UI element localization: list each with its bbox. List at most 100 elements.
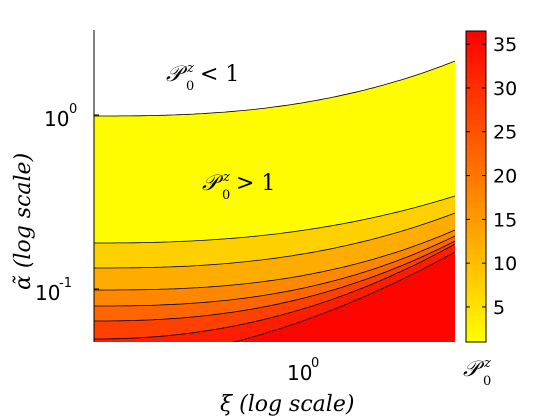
- colorbar-segment: [466, 316, 486, 322]
- colorbar-segment: [466, 321, 486, 328]
- colorbar-segment: [466, 212, 486, 219]
- colorbar-segment: [466, 259, 486, 265]
- svg-text:z: z: [483, 356, 491, 371]
- colorbar-segment: [466, 181, 486, 188]
- colorbar-segment: [466, 243, 486, 250]
- colorbar-segment: [466, 56, 486, 63]
- colorbar: 5 10 15 20 25 30 35: [465, 30, 517, 343]
- colorbar-segment: [466, 248, 486, 255]
- colorbar-segment: [466, 310, 486, 317]
- colorbar-segment: [466, 295, 486, 302]
- contour-line-30: [94, 243, 455, 340]
- colorbar-segment: [466, 160, 486, 167]
- x-axis-label: ξ (log scale): [220, 392, 354, 417]
- colorbar-tick-label: 5: [493, 297, 505, 319]
- colorbar-segment: [466, 274, 486, 281]
- y-tick-label-exp: 0: [69, 102, 77, 117]
- contour-line-5: [94, 195, 455, 244]
- colorbar-frame: [465, 30, 487, 343]
- colorbar-segment: [466, 31, 486, 37]
- colorbar-segment: [466, 269, 486, 276]
- svg-text:z: z: [222, 170, 230, 185]
- colorbar-segment: [466, 77, 486, 84]
- x-tick-label-base: 10: [287, 361, 312, 385]
- contour-line-1: [94, 60, 455, 117]
- colorbar-segment: [466, 46, 486, 53]
- colorbar-segment: [466, 119, 486, 125]
- colorbar-segment: [466, 305, 486, 312]
- colorbar-segment: [466, 238, 486, 245]
- y-tick-1e-1: 10 -1: [35, 276, 99, 305]
- region-label-above: 𝒫 z 0 > 1: [202, 170, 275, 203]
- colorbar-segment: [466, 103, 486, 110]
- colorbar-label: 𝒫 z 0: [463, 356, 491, 389]
- svg-text:z: z: [186, 61, 194, 76]
- colorbar-segment: [466, 176, 486, 182]
- contour-band-35: [233, 252, 455, 342]
- colorbar-segment: [466, 331, 486, 338]
- colorbar-segment: [466, 253, 486, 260]
- region-label-below: 𝒫 z 0 < 1: [166, 61, 239, 94]
- colorbar-segment: [466, 93, 486, 99]
- contour-bands: [94, 61, 455, 342]
- colorbar-segment: [466, 186, 486, 193]
- colorbar-tick-label: 20: [493, 166, 517, 188]
- colorbar-segment: [466, 51, 486, 58]
- colorbar-segment: [466, 290, 486, 296]
- y-tick-1e0: 10 0: [44, 102, 99, 131]
- contour-line-35: [232, 251, 455, 342]
- colorbar-segment: [466, 165, 486, 172]
- colorbar-segment: [466, 202, 486, 208]
- svg-text:0: 0: [483, 374, 491, 389]
- colorbar-segment: [466, 233, 486, 239]
- svg-text:0: 0: [186, 79, 194, 94]
- y-tick-label-base: 10: [35, 281, 60, 305]
- colorbar-segment: [466, 264, 486, 271]
- contour-line-25: [94, 240, 455, 322]
- colorbar-tick-label: 10: [493, 253, 517, 275]
- colorbar-segment: [466, 170, 486, 177]
- colorbar-segment: [466, 336, 486, 343]
- colorbar-tick-label: 25: [493, 122, 517, 144]
- colorbar-segment: [466, 124, 486, 131]
- colorbar-segment: [466, 284, 486, 291]
- colorbar-segment: [466, 72, 486, 79]
- colorbar-segment: [466, 191, 486, 198]
- x-tick-label-exp: 0: [311, 356, 319, 371]
- y-tick-label-base: 10: [44, 107, 69, 131]
- colorbar-segment: [466, 300, 486, 307]
- colorbar-segment: [466, 134, 486, 141]
- colorbar-segment: [466, 41, 486, 48]
- contour-lines: [94, 60, 455, 342]
- y-tick-label-exp: -1: [59, 276, 72, 291]
- colorbar-segment: [466, 227, 486, 234]
- colorbar-segment: [466, 217, 486, 224]
- y-axis-label: α̃ (log scale): [11, 153, 36, 290]
- colorbar-ticks: 5 10 15 20 25 30 35: [466, 34, 517, 319]
- colorbar-tick-label: 30: [493, 78, 517, 100]
- colorbar-segment: [466, 326, 486, 333]
- colorbar-segment: [466, 279, 486, 286]
- colorbar-segment: [466, 196, 486, 203]
- colorbar-segment: [466, 150, 486, 156]
- svg-text:𝒫: 𝒫: [166, 62, 188, 87]
- colorbar-segment: [466, 222, 486, 229]
- colorbar-gradient: [466, 31, 486, 343]
- colorbar-tick-label: 15: [493, 209, 517, 231]
- colorbar-segment: [466, 145, 486, 151]
- colorbar-segment: [466, 67, 486, 74]
- svg-text:𝒫: 𝒫: [463, 357, 485, 382]
- colorbar-segment: [466, 155, 486, 162]
- contour-line-10: [94, 212, 455, 269]
- colorbar-segment: [466, 207, 486, 214]
- svg-text:< 1: < 1: [200, 62, 239, 87]
- colorbar-segment: [466, 62, 486, 68]
- colorbar-tick-label: 35: [493, 34, 517, 56]
- colorbar-segment: [466, 129, 486, 136]
- colorbar-segment: [466, 82, 486, 89]
- colorbar-segment: [466, 139, 486, 146]
- colorbar-segment: [466, 88, 486, 94]
- x-tick-1e0: 10 0: [287, 356, 319, 385]
- svg-text:> 1: > 1: [236, 171, 275, 196]
